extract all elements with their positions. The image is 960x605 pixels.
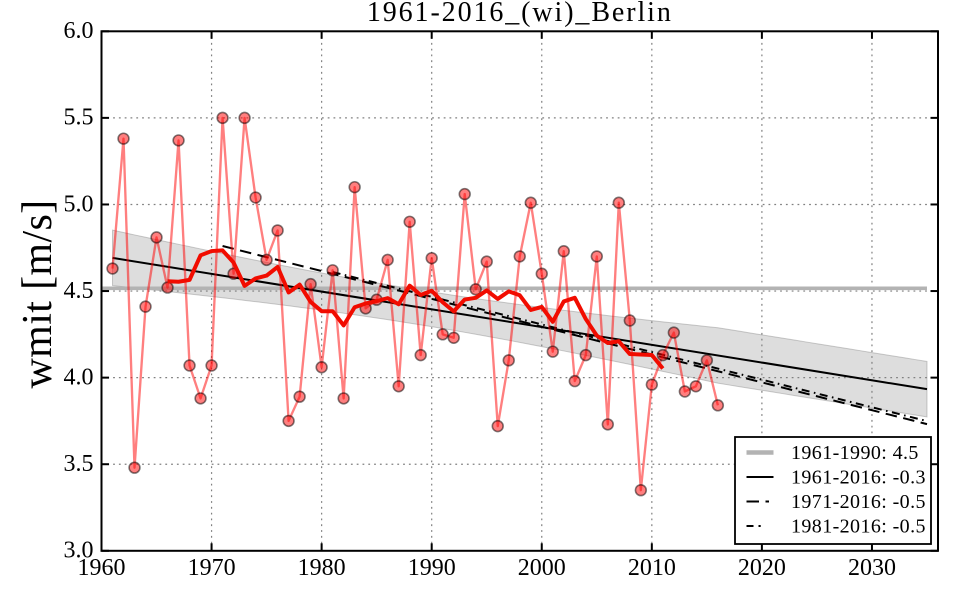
svg-text:wmit [m/s]: wmit [m/s] <box>15 200 61 389</box>
svg-text:1990: 1990 <box>408 555 456 581</box>
svg-text:2020: 2020 <box>738 555 786 581</box>
svg-text:4.0: 4.0 <box>64 364 94 390</box>
svg-text:1961-1990: 4.5: 1961-1990: 4.5 <box>791 442 919 464</box>
svg-text:1971-2016: -0.5: 1971-2016: -0.5 <box>791 491 926 513</box>
svg-text:5.0: 5.0 <box>64 191 94 217</box>
svg-text:5.5: 5.5 <box>64 105 94 131</box>
svg-text:3.0: 3.0 <box>64 538 94 564</box>
svg-text:1960: 1960 <box>78 555 126 581</box>
svg-text:1980: 1980 <box>298 555 346 581</box>
svg-text:3.5: 3.5 <box>64 451 94 477</box>
svg-text:2030: 2030 <box>848 555 896 581</box>
svg-text:1961-2016: -0.3: 1961-2016: -0.3 <box>791 467 926 489</box>
svg-text:2010: 2010 <box>628 555 676 581</box>
svg-text:6.0: 6.0 <box>64 18 94 44</box>
svg-text:1970: 1970 <box>188 555 236 581</box>
svg-text:1981-2016: -0.5: 1981-2016: -0.5 <box>791 516 926 538</box>
svg-text:4.5: 4.5 <box>64 278 94 304</box>
svg-text:1961-2016_(wi)_Berlin: 1961-2016_(wi)_Berlin <box>367 0 673 28</box>
svg-text:2000: 2000 <box>518 555 566 581</box>
